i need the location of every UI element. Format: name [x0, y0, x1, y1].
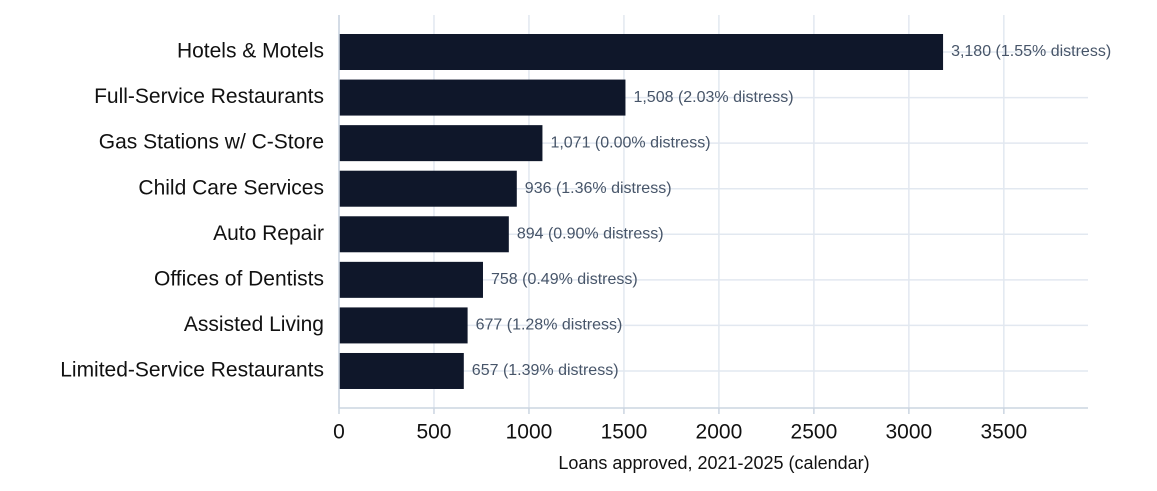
bar	[339, 34, 944, 70]
y-tick-label: Full-Service Restaurants	[94, 85, 324, 108]
x-tick-label: 3000	[886, 421, 933, 444]
y-tick-label: Auto Repair	[213, 222, 324, 245]
value-label: 3,180 (1.55% distress)	[951, 43, 1111, 60]
bar	[339, 79, 626, 116]
value-label: 657 (1.39% distress)	[472, 362, 619, 379]
x-axis-label: Loans approved, 2021-2025 (calendar)	[558, 453, 869, 473]
y-tick-label: Limited-Service Restaurants	[60, 359, 324, 382]
y-tick-label: Offices of Dentists	[154, 267, 324, 290]
x-tick-label: 1000	[506, 421, 553, 444]
x-tick-label: 0	[333, 421, 345, 444]
bar	[339, 307, 468, 344]
value-label: 894 (0.90% distress)	[517, 225, 664, 242]
value-label: 1,071 (0.00% distress)	[550, 134, 710, 151]
x-tick-label: 2000	[696, 421, 743, 444]
y-tick-label: Gas Stations w/ C-Store	[99, 131, 324, 154]
value-label: 677 (1.28% distress)	[476, 317, 623, 334]
x-tick-label: 3500	[980, 421, 1027, 444]
bar	[339, 170, 517, 207]
bar	[339, 125, 543, 162]
y-tick-label: Hotels & Motels	[177, 40, 324, 63]
x-tick-label: 2500	[791, 421, 838, 444]
bar	[339, 261, 483, 298]
bar	[339, 352, 464, 389]
value-label: 1,508 (2.03% distress)	[633, 89, 793, 106]
y-tick-label: Child Care Services	[138, 176, 324, 199]
value-label: 758 (0.49% distress)	[491, 271, 638, 288]
x-tick-label: 500	[416, 421, 451, 444]
value-label: 936 (1.36% distress)	[525, 180, 672, 197]
bar	[339, 216, 509, 253]
y-tick-label: Assisted Living	[184, 313, 324, 336]
x-tick-label: 1500	[601, 421, 648, 444]
